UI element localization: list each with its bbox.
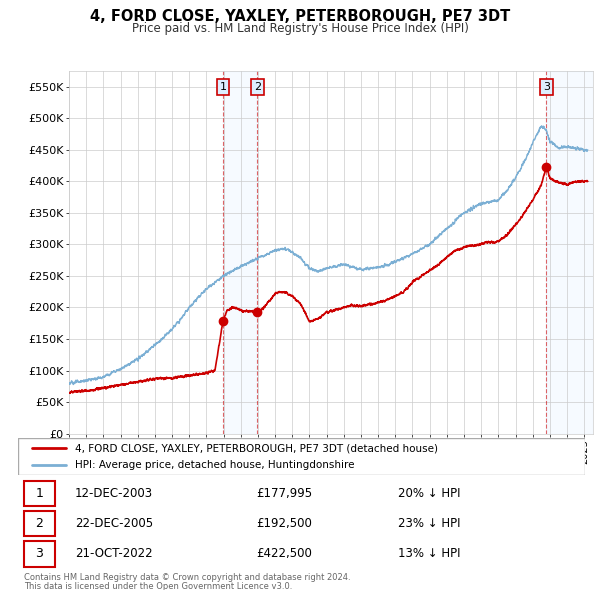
Bar [23,481,55,506]
Text: 3: 3 [35,548,43,560]
Text: Contains HM Land Registry data © Crown copyright and database right 2024.: Contains HM Land Registry data © Crown c… [24,573,350,582]
Text: 4, FORD CLOSE, YAXLEY, PETERBOROUGH, PE7 3DT (detached house): 4, FORD CLOSE, YAXLEY, PETERBOROUGH, PE7… [75,443,438,453]
Text: 12-DEC-2003: 12-DEC-2003 [75,487,153,500]
Text: 4, FORD CLOSE, YAXLEY, PETERBOROUGH, PE7 3DT: 4, FORD CLOSE, YAXLEY, PETERBOROUGH, PE7… [90,9,510,24]
Bar [23,541,55,566]
Text: 2: 2 [254,82,261,92]
Text: 20% ↓ HPI: 20% ↓ HPI [398,487,460,500]
Text: 22-DEC-2005: 22-DEC-2005 [75,517,153,530]
Text: 3: 3 [543,82,550,92]
Text: 1: 1 [35,487,43,500]
Text: 23% ↓ HPI: 23% ↓ HPI [398,517,460,530]
Bar [223,71,257,434]
Text: £422,500: £422,500 [256,548,312,560]
Text: £192,500: £192,500 [256,517,312,530]
Text: HPI: Average price, detached house, Huntingdonshire: HPI: Average price, detached house, Hunt… [75,460,354,470]
Text: Price paid vs. HM Land Registry's House Price Index (HPI): Price paid vs. HM Land Registry's House … [131,22,469,35]
Bar [23,511,55,536]
Text: This data is licensed under the Open Government Licence v3.0.: This data is licensed under the Open Gov… [24,582,292,590]
Text: 13% ↓ HPI: 13% ↓ HPI [398,548,460,560]
Text: 21-OCT-2022: 21-OCT-2022 [75,548,152,560]
Bar [547,71,593,434]
Text: 1: 1 [220,82,226,92]
Text: £177,995: £177,995 [256,487,312,500]
Text: 2: 2 [35,517,43,530]
